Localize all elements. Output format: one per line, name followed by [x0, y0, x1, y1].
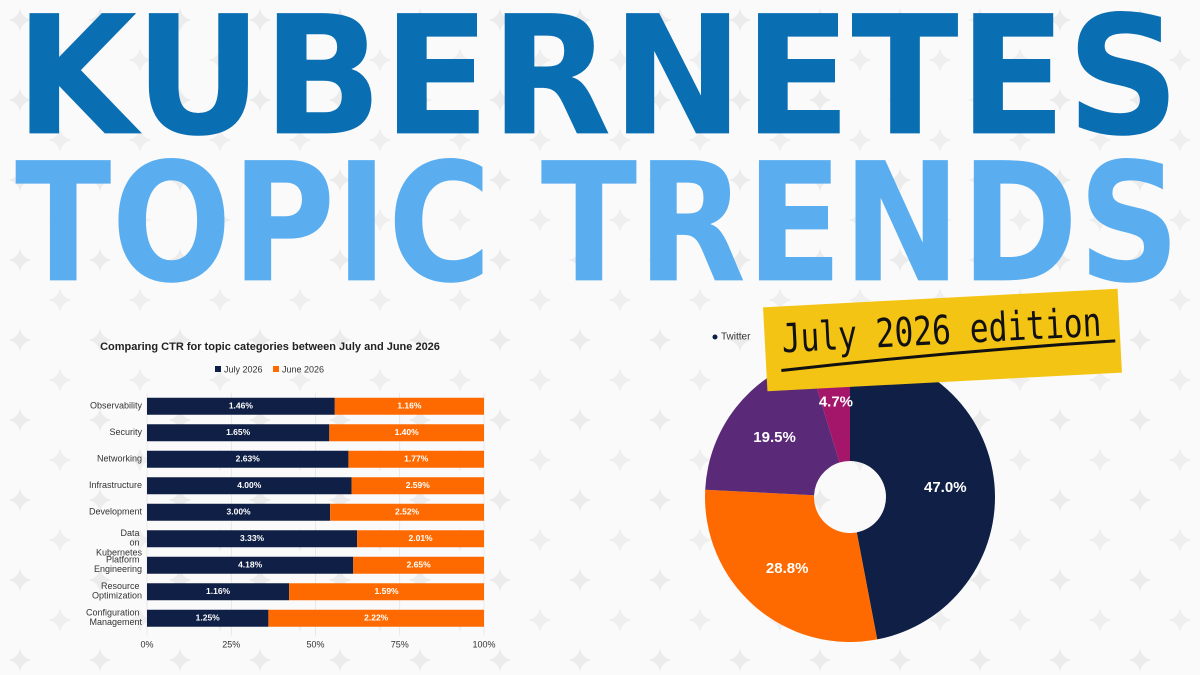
- bar-segment: [330, 503, 484, 521]
- x-tick-label: 100%: [472, 639, 495, 649]
- pie-slice: [850, 352, 996, 640]
- y-tick-label: Observability: [90, 401, 143, 411]
- data-label: 2.52%: [395, 507, 420, 517]
- y-tick-label: Security: [109, 427, 142, 437]
- y-tick-label: Resource Optimization: [92, 581, 142, 601]
- data-label: 1.65%: [226, 427, 251, 437]
- y-tick-label: Data on Kubernetes: [96, 528, 143, 558]
- data-label: 1.16%: [397, 401, 422, 411]
- legend-swatch: [273, 366, 279, 372]
- data-label: 1.77%: [404, 454, 429, 464]
- bar-segment: [353, 556, 484, 574]
- legend-dot: [712, 334, 718, 340]
- y-tick-label: Platform Engineering: [94, 555, 142, 575]
- legend-label: June 2026: [282, 364, 324, 374]
- data-label: 2.01%: [409, 533, 434, 543]
- legend-label: Twitter: [721, 332, 751, 343]
- x-tick-label: 0%: [140, 639, 153, 649]
- data-label: 1.40%: [395, 427, 420, 437]
- bar-segment: [289, 583, 484, 601]
- data-label: 2.63%: [236, 454, 261, 464]
- bar-segment: [147, 609, 269, 627]
- y-tick-label: Infrastructure: [89, 480, 142, 490]
- data-label: 28.8%: [766, 560, 809, 577]
- y-tick-label: Networking: [97, 454, 142, 464]
- y-tick-label: Development: [89, 507, 143, 517]
- data-label: 2.59%: [406, 480, 431, 490]
- data-label: 3.33%: [240, 533, 265, 543]
- headline-2: TOPIC TRENDS: [15, 127, 1180, 319]
- pie-slice: [704, 489, 878, 642]
- pie-slice: [705, 358, 840, 496]
- data-label: 3.00%: [227, 507, 252, 517]
- x-tick-label: 75%: [391, 639, 409, 649]
- bar-segment: [357, 530, 484, 548]
- bar-segment: [147, 556, 354, 574]
- legend-label: July 2026: [224, 364, 263, 374]
- data-label: 1.59%: [375, 586, 400, 596]
- bar-segment: [334, 397, 484, 415]
- bar-segment: [147, 397, 335, 415]
- chart-title: Comparing CTR for topic categories betwe…: [100, 341, 440, 353]
- data-label: 4.00%: [237, 480, 262, 490]
- y-tick-label: Configuration Management: [86, 608, 143, 628]
- bar-segment: [147, 530, 358, 548]
- data-label: 47.0%: [924, 479, 967, 496]
- bar-segment: [147, 583, 290, 601]
- x-tick-label: 50%: [306, 639, 324, 649]
- data-label: 4.7%: [819, 393, 853, 410]
- bar-segment: [268, 609, 484, 627]
- data-label: 2.22%: [364, 613, 389, 623]
- data-label: 1.46%: [229, 401, 254, 411]
- data-label: 4.18%: [238, 560, 263, 570]
- x-tick-label: 25%: [222, 639, 240, 649]
- bar-segment: [147, 503, 331, 521]
- bar-segment: [147, 424, 330, 442]
- data-label: 19.5%: [753, 429, 796, 446]
- badge-box: [763, 288, 1122, 392]
- data-label: 2.65%: [407, 560, 432, 570]
- bar-segment: [147, 477, 352, 495]
- headline-1: KUBERNETES: [15, 0, 1180, 172]
- bar-segment: [351, 477, 484, 495]
- bar-segment: [147, 450, 349, 468]
- bar-segment: [329, 424, 484, 442]
- bar-segment: [348, 450, 484, 468]
- data-label: 1.16%: [206, 586, 231, 596]
- data-label: 1.25%: [196, 613, 221, 623]
- badge: July 2026 edition: [763, 288, 1122, 392]
- legend-swatch: [215, 366, 221, 372]
